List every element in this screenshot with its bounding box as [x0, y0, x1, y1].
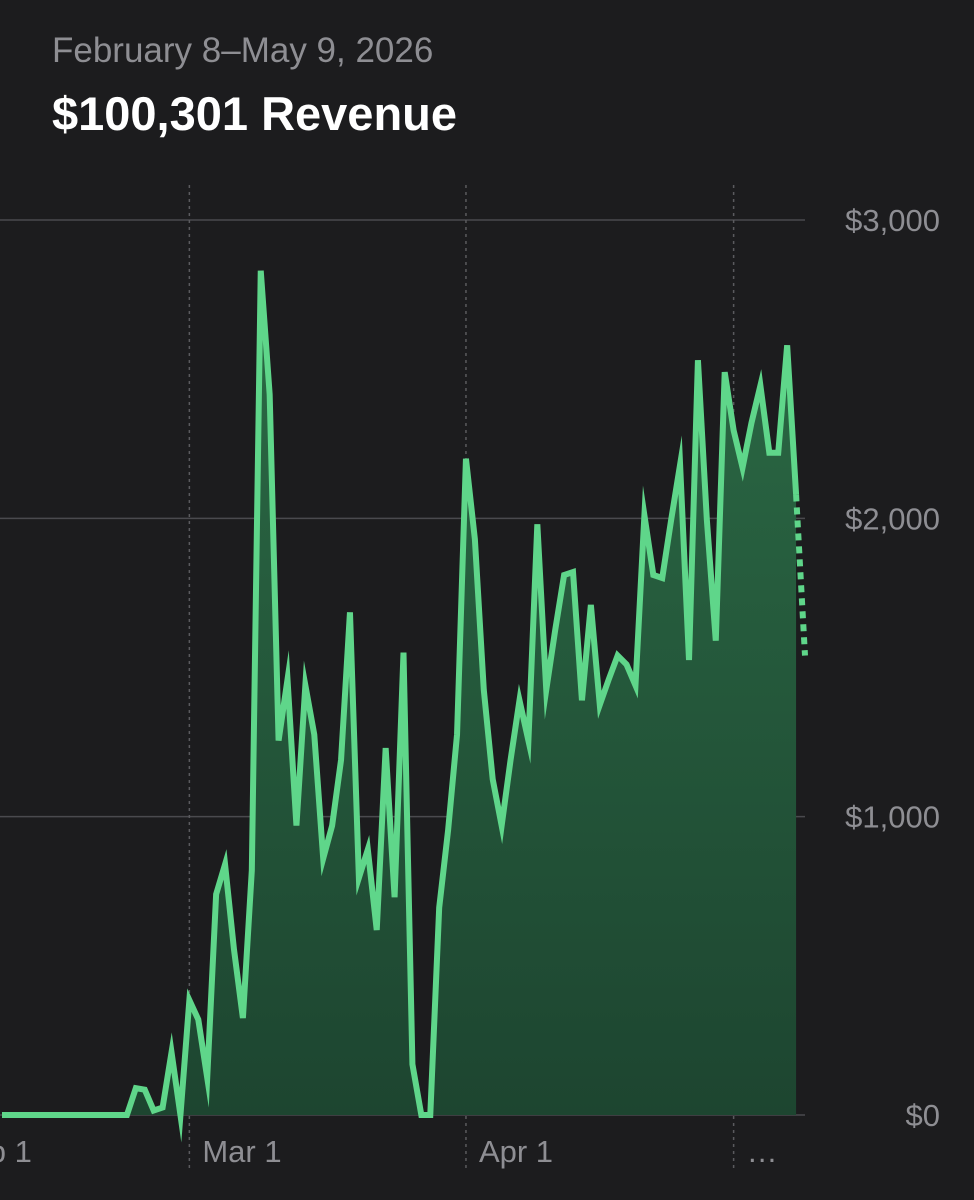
area	[2, 270, 797, 1115]
y-tick-label: $0	[906, 1098, 940, 1133]
chart-title: $100,301 Revenue	[52, 87, 457, 140]
x-tick-label: Apr 1	[479, 1134, 553, 1169]
x-tick-label: …	[747, 1134, 778, 1169]
chart-subtitle: February 8–May 9, 2026	[52, 31, 433, 70]
x-tick-label: Mar 1	[202, 1134, 281, 1169]
y-tick-label: $2,000	[845, 501, 940, 536]
y-tick-label: $3,000	[845, 203, 940, 238]
y-tick-label: $1,000	[845, 800, 940, 835]
line	[2, 270, 800, 1143]
x-tick-label: Feb 1	[0, 1134, 32, 1169]
partial-line	[793, 494, 808, 656]
